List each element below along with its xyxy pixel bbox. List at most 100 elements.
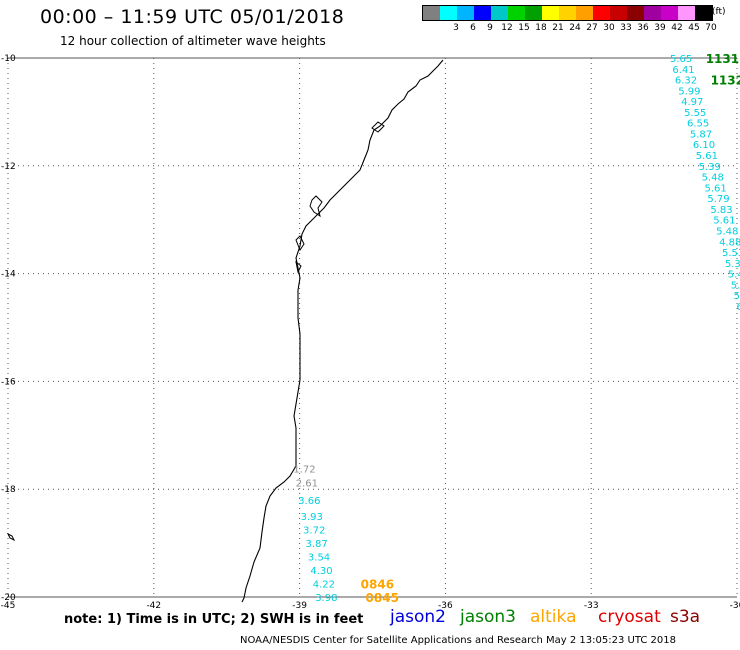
footnote: note: 1) Time is in UTC; 2) SWH is in fe… (64, 612, 364, 627)
swh-value: 3.66 (298, 496, 320, 507)
map-title: 00:00 – 11:59 UTC 05/01/2018 (40, 6, 345, 28)
lon-label: -33 (584, 601, 599, 611)
legend-swatch (423, 6, 440, 20)
legend-swatch (610, 6, 627, 20)
satellite-jason3: jason3 (460, 607, 516, 627)
swh-value: 5.61 (713, 216, 735, 227)
legend-tick-label: 70 (705, 23, 717, 33)
lon-label: -45 (1, 601, 16, 611)
swh-value: 3.87 (305, 539, 327, 550)
legend-tick-label: 36 (637, 23, 649, 33)
legend-unit: (ft) (712, 7, 726, 17)
lon-label: -30 (730, 601, 740, 611)
legend-tick-label: 30 (603, 23, 615, 33)
offshore-islet (6, 532, 16, 542)
satellite-s3a: s3a (670, 607, 701, 627)
legend-swatch (627, 6, 644, 20)
legend-swatch (525, 6, 542, 20)
swh-value: 5.65 (670, 54, 692, 65)
legend-swatch (474, 6, 491, 20)
pass-number: 1131 (706, 52, 739, 66)
legend-tick-label: 27 (586, 23, 598, 33)
swh-value: 4.30 (310, 566, 332, 577)
credit-line: NOAA/NESDIS Center for Satellite Applica… (240, 635, 676, 646)
legend-tick-label: 15 (518, 23, 530, 33)
swh-value: 5.87 (690, 129, 712, 140)
altimeter-tracks: 5.656.416.325.994.975.556.555.876.105.61… (293, 54, 740, 604)
swh-value: 5.53 (722, 248, 740, 259)
legend-swatch (593, 6, 610, 20)
swh-value: 6.10 (693, 140, 715, 151)
swh-value: 6.45 (737, 302, 740, 313)
legend-tick-label: 18 (535, 23, 547, 33)
legend-labels: 3 6 9 12 15 18 21 24 27 30 33 36 39 42 45 70 (422, 21, 717, 35)
swh-value: 5.47 (731, 280, 740, 291)
swh-value: 5.79 (707, 194, 729, 205)
pass-number: 0845 (366, 591, 399, 605)
pass-labels: 1131113211331134113508460845 (361, 52, 740, 605)
swh-value: 5.48 (716, 226, 738, 237)
lon-label: -36 (438, 601, 453, 611)
swh-value: 5.48 (702, 173, 724, 184)
swh-value: 3.98 (315, 593, 337, 604)
swh-value: 4.22 (313, 580, 335, 591)
lat-label: -20 (1, 593, 16, 603)
swh-value: 3.54 (308, 553, 330, 564)
swh-value: 5.33 (725, 259, 740, 270)
swh-value: 6.41 (672, 65, 694, 76)
legend-swatch (644, 6, 661, 20)
legend-swatch (457, 6, 474, 20)
legend-swatch (576, 6, 593, 20)
pass-number: 0846 (361, 578, 394, 592)
swh-value: 4.88 (719, 237, 740, 248)
swh-value: 6.55 (687, 119, 709, 130)
map-subtitle: 12 hour collection of altimeter wave hei… (60, 34, 326, 48)
swh-value: 3.93 (301, 512, 323, 523)
satellite-altika: altika (530, 607, 577, 627)
swh-value: 5.61 (704, 183, 726, 194)
swh-value: 5.43 (728, 270, 740, 281)
lat-label: -18 (1, 485, 16, 495)
swh-value: 5.39 (699, 162, 721, 173)
swh-value: 5.61 (696, 151, 718, 162)
swh-value: 2.61 (296, 479, 318, 490)
legend-swatches (422, 5, 713, 21)
swh-value: 3.72 (303, 526, 325, 537)
lat-label: -16 (1, 377, 16, 387)
legend-swatch (678, 6, 695, 20)
legend-swatch (508, 6, 525, 20)
legend-tick-label: 6 (470, 23, 476, 33)
legend-tick-label: 3 (453, 23, 459, 33)
swh-value: 5.55 (684, 108, 706, 119)
legend-tick-label: 9 (487, 23, 493, 33)
satellite-cryosat: cryosat (598, 607, 661, 627)
legend-tick-label: 33 (620, 23, 632, 33)
lon-label: -39 (292, 601, 307, 611)
legend-swatch (695, 6, 712, 20)
legend-tick-label: 21 (552, 23, 564, 33)
lat-label: -12 (1, 162, 16, 172)
swh-value: 5.37 (734, 291, 740, 302)
legend-tick-label: 45 (688, 23, 700, 33)
legend-swatch (661, 6, 678, 20)
swh-value: 6.32 (675, 76, 697, 87)
swh-value: 1.72 (293, 465, 315, 476)
swh-value: 5.99 (678, 86, 700, 97)
lon-label: -42 (146, 601, 161, 611)
lat-label: -14 (1, 270, 16, 280)
satellite-jason2: jason2 (390, 607, 446, 627)
color-scale-legend: 3 6 9 12 15 18 21 24 27 30 33 36 39 42 45 70 (ft) (422, 5, 726, 35)
legend-swatch (542, 6, 559, 20)
legend-tick-label: 24 (569, 23, 581, 33)
bay-islands (295, 121, 385, 274)
legend-tick-label: 39 (654, 23, 666, 33)
legend-swatch (491, 6, 508, 20)
swh-value: 4.97 (681, 97, 703, 108)
pass-number: 1132 (711, 74, 740, 88)
legend-swatch (440, 6, 457, 20)
swh-value: 5.83 (710, 205, 732, 216)
coastline (241, 59, 444, 603)
lat-lon-grid: -10-12-14-16-18-20-45-42-39-36-33-30 (1, 54, 740, 611)
legend-tick-label: 42 (671, 23, 683, 33)
